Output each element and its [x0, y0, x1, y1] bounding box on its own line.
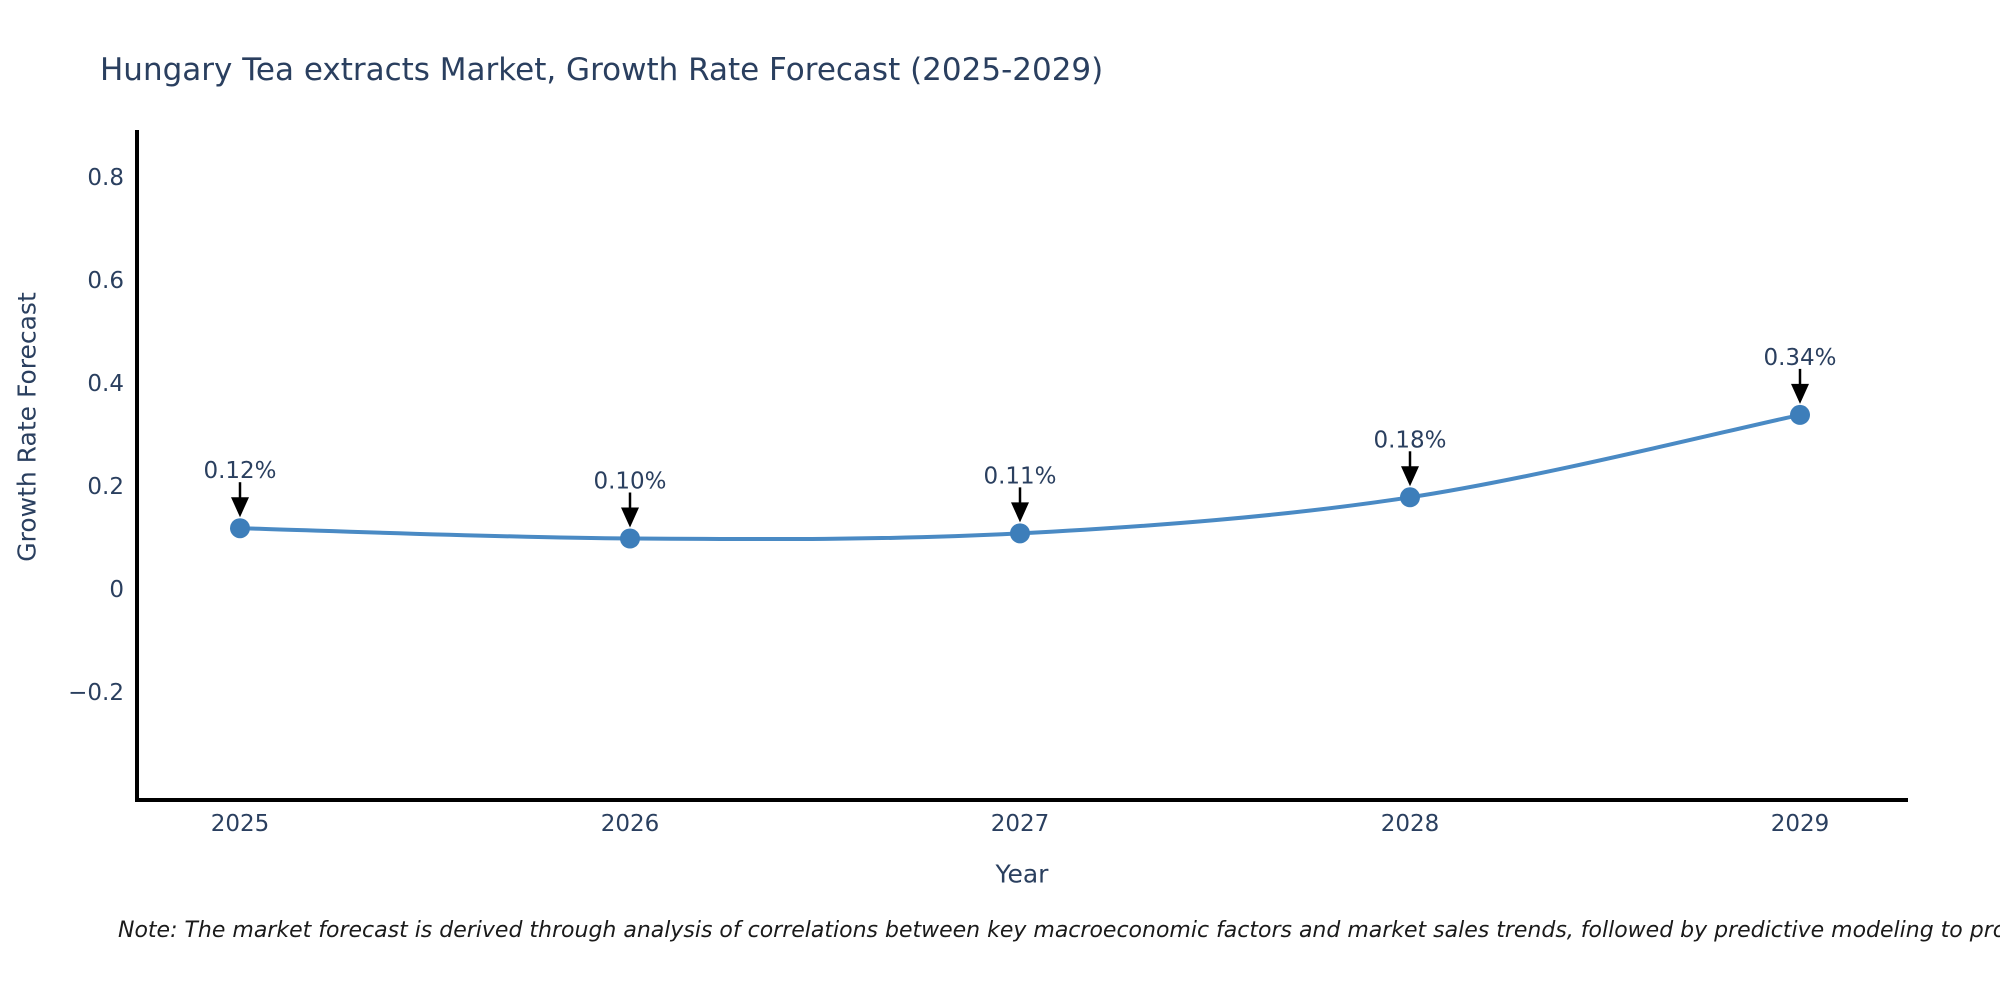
x-tick-label: 2028 — [1381, 811, 1440, 837]
data-point-marker — [1790, 404, 1810, 425]
point-value-label: 0.11% — [983, 463, 1056, 489]
data-point-marker — [620, 528, 640, 549]
point-value-label: 0.34% — [1763, 345, 1836, 371]
footnote: Note: The market forecast is derived thr… — [118, 918, 2000, 943]
x-tick-label: 2027 — [991, 811, 1050, 837]
point-value-label: 0.18% — [1373, 427, 1446, 453]
chart-title: Hungary Tea extracts Market, Growth Rate… — [100, 52, 1104, 88]
y-tick-label: 0.6 — [87, 268, 124, 294]
y-tick-label: 0 — [109, 577, 124, 603]
annotation-arrow-head — [231, 497, 249, 518]
data-point-marker — [1010, 523, 1030, 544]
point-value-label: 0.12% — [203, 458, 276, 484]
x-tick-label: 2025 — [211, 811, 270, 837]
annotation-arrow-head — [1011, 502, 1029, 523]
y-tick-label: −0.2 — [68, 680, 124, 706]
y-tick-label: 0.4 — [87, 371, 124, 397]
annotation-arrow-head — [1791, 383, 1809, 404]
x-tick-label: 2029 — [1771, 811, 1830, 837]
annotation-arrow-head — [621, 507, 639, 528]
data-point-marker — [230, 518, 250, 539]
y-tick-label: 0.8 — [87, 165, 124, 191]
y-tick-label: 0.2 — [87, 474, 124, 500]
x-tick-label: 2026 — [601, 811, 660, 837]
point-value-label: 0.10% — [593, 469, 666, 495]
data-point-marker — [1400, 487, 1420, 508]
x-axis-title: Year — [995, 859, 1049, 889]
annotation-arrow-head — [1401, 466, 1419, 487]
